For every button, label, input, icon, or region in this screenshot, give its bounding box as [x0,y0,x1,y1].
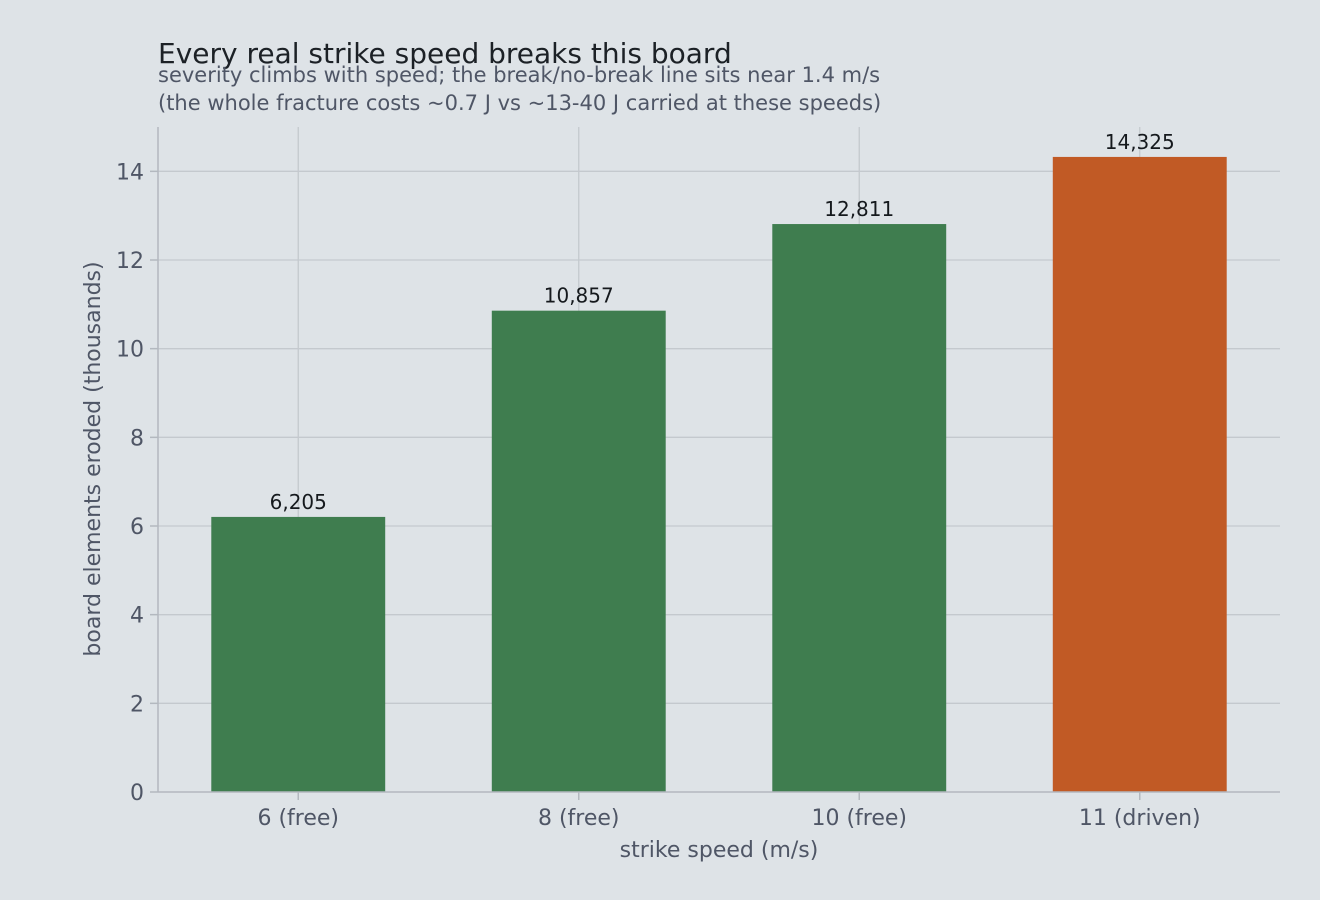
y-tick-label: 6 [130,515,144,540]
x-axis-label: strike speed (m/s) [620,838,819,863]
y-tick-label: 12 [116,249,144,274]
y-tick-label: 8 [130,426,144,451]
bar-value-label: 6,205 [270,490,327,514]
bar-value-label: 10,857 [544,284,614,308]
axes: 0 2 4 6 8 10 12 14 6 (free) 8 (free) 10 (free) 11 (… [116,127,1280,831]
bar [772,224,947,793]
y-tick-label: 14 [116,160,144,185]
bar [211,516,386,792]
x-tick-label: 10 (free) [811,806,907,831]
y-tick-label: 4 [130,604,144,629]
chart-subtitle-line-1: severity climbs with speed; the break/no… [158,63,880,87]
bars [211,156,1227,793]
bar [491,310,666,792]
bar-value-label: 14,325 [1105,130,1175,154]
bar-value-label: 12,811 [824,197,894,221]
y-axis-label: board elements eroded (thousands) [81,261,106,656]
y-tick-label: 2 [130,692,144,717]
y-tick-label: 0 [130,781,144,806]
x-tick-label: 8 (free) [538,806,620,831]
x-tick-label: 6 (free) [257,806,339,831]
chart-title: Every real strike speed breaks this boar… [158,37,732,70]
x-tick-label: 11 (driven) [1079,806,1201,831]
data-labels: 6,205 10,857 12,811 14,325 [270,130,1175,514]
bar [1052,156,1227,793]
y-tick-label: 10 [116,338,144,363]
chart-subtitle-line-2: (the whole fracture costs ~0.7 J vs ~13-… [158,91,881,115]
